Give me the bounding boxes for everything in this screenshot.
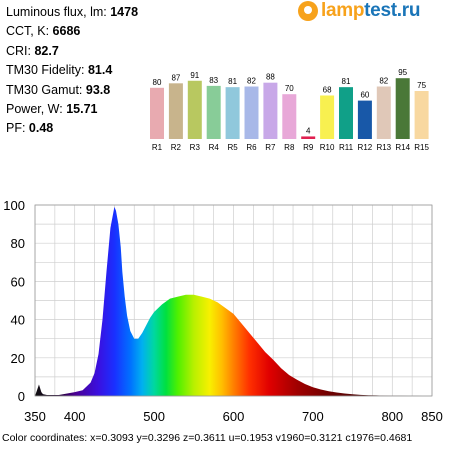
cri-bar <box>244 86 259 139</box>
cri-value-label: 80 <box>153 78 162 87</box>
cri-value-label: 82 <box>247 77 256 86</box>
cri-bar <box>395 78 410 139</box>
x-tick-label: 600 <box>223 409 245 424</box>
cri-category-label: R3 <box>190 143 201 152</box>
cri-category-label: R6 <box>246 143 257 152</box>
param-label: TM30 Fidelity: <box>6 63 88 78</box>
cri-bar-chart: 80 R1 87 R2 91 R3 83 R4 81 R5 82 R6 88 R7 70 R8 4 R9 68 R10… <box>150 68 429 152</box>
x-tick-label: 400 <box>64 409 86 424</box>
cri-bar <box>339 87 353 139</box>
cri-category-label: R11 <box>339 143 354 152</box>
cri-bar <box>206 85 221 139</box>
color-coordinates: Color coordinates: x=0.3093 y=0.3296 z=0… <box>2 432 413 444</box>
plot-frame <box>34 204 433 397</box>
param-value: 1478 <box>110 5 139 19</box>
param-label: Luminous flux, lm: <box>6 5 111 19</box>
x-tick-label: 800 <box>381 409 403 424</box>
cri-bar <box>263 82 278 139</box>
param-row: CRI: 82.7 <box>6 42 138 61</box>
param-label: CRI: <box>6 43 35 58</box>
cri-category-label: R9 <box>303 143 314 152</box>
param-row: TM30 Gamut: 93.8 <box>6 81 138 100</box>
x-tick-label: 350 <box>24 409 46 424</box>
cri-category-label: R13 <box>376 143 391 152</box>
param-value: 0.48 <box>28 121 54 136</box>
cri-value-label: 87 <box>171 73 180 82</box>
cri-category-label: R5 <box>227 143 238 152</box>
param-value: 6686 <box>52 24 81 39</box>
cri-bar <box>357 100 372 139</box>
cri-category-label: R10 <box>320 143 335 152</box>
cri-value-label: 81 <box>228 77 237 86</box>
x-tick-label: 850 <box>421 409 443 424</box>
cri-value-label: 95 <box>398 68 407 77</box>
y-tick-label: 20 <box>11 351 25 366</box>
cri-value-label: 83 <box>209 76 218 85</box>
param-row: Power, W: 15.71 <box>6 100 138 119</box>
param-row: CCT, K: 6686 <box>6 22 138 41</box>
y-tick-label: 80 <box>11 236 25 251</box>
x-tick-label: 500 <box>143 409 165 424</box>
cri-category-label: R12 <box>358 143 373 152</box>
y-tick-label: 100 <box>3 198 25 213</box>
cri-category-label: R1 <box>152 143 163 152</box>
spectrum-chart: 0 20 40 60 80 100 350 400 500 600 700 800 850 <box>3 198 443 424</box>
cri-bar <box>187 80 202 139</box>
cri-bar <box>320 95 335 139</box>
param-value: 15.71 <box>66 102 98 117</box>
param-row: Luminous flux, lm: 1478 <box>6 3 138 22</box>
cri-bar <box>376 86 391 139</box>
cri-value-label: 75 <box>417 81 426 90</box>
parameters-panel: Luminous flux, lm: 1478 CCT, K: 6686 CRI: … <box>6 3 138 139</box>
logo-brand: lamp <box>321 0 365 21</box>
param-value: 93.8 <box>85 82 111 97</box>
param-label: TM30 Gamut: <box>6 82 86 97</box>
x-tick-label: 700 <box>302 409 324 424</box>
cri-category-label: R2 <box>171 143 182 152</box>
logo-domain: test.ru <box>364 0 421 21</box>
y-tick-label: 60 <box>11 274 25 289</box>
param-label: CCT, K: <box>6 24 53 39</box>
param-row: TM30 Fidelity: 81.4 <box>6 61 138 80</box>
cri-value-label: 70 <box>285 84 294 93</box>
cri-bar <box>301 136 316 139</box>
cri-value-label: 60 <box>360 91 369 100</box>
cri-bar <box>414 91 429 139</box>
cri-category-label: R14 <box>395 143 410 152</box>
y-tick-label: 40 <box>11 313 25 328</box>
lamptest-logo[interactable]: lamp test.ru <box>298 0 420 22</box>
param-label: Power, W: <box>6 102 67 117</box>
cri-value-label: 88 <box>266 73 275 82</box>
spectrum-area <box>35 206 432 396</box>
cri-bar <box>168 83 183 139</box>
cri-category-label: R15 <box>414 143 429 152</box>
param-label: PF: <box>6 121 29 136</box>
param-value: 81.4 <box>87 63 113 78</box>
param-row: PF: 0.48 <box>6 119 138 138</box>
cri-category-label: R4 <box>209 143 220 152</box>
cri-value-label: 82 <box>379 77 388 86</box>
bulb-icon <box>298 1 318 21</box>
cri-bar <box>282 94 297 139</box>
cri-bar <box>150 87 164 139</box>
cri-bar <box>225 87 240 139</box>
cri-value-label: 81 <box>342 77 351 86</box>
cri-category-label: R7 <box>265 143 276 152</box>
y-tick-label: 0 <box>18 389 25 404</box>
cri-value-label: 68 <box>323 85 332 94</box>
cri-value-label: 91 <box>190 71 199 80</box>
param-value: 82.7 <box>34 43 59 58</box>
cri-category-label: R8 <box>284 143 295 152</box>
cri-value-label: 4 <box>306 126 311 135</box>
